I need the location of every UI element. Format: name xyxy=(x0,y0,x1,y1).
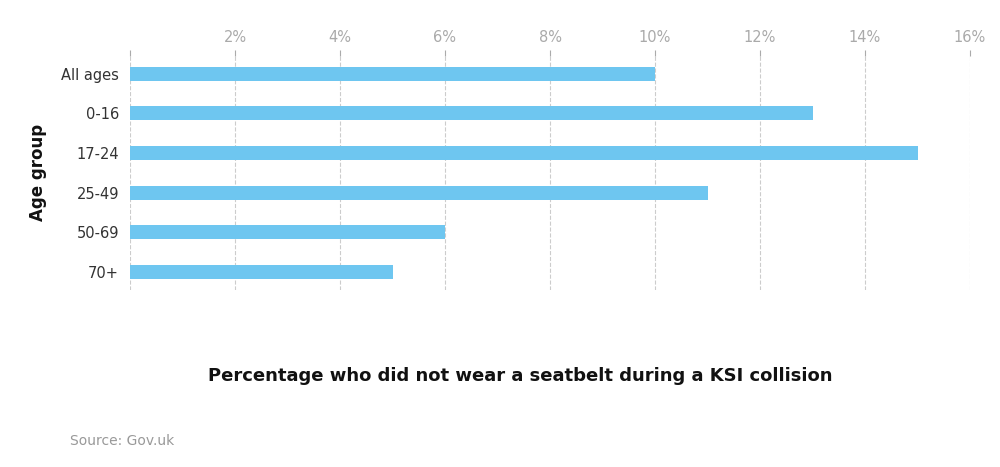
Bar xyxy=(130,67,655,80)
Bar xyxy=(130,106,812,120)
Text: Percentage who did not wear a seatbelt during a KSI collision: Percentage who did not wear a seatbelt d… xyxy=(208,367,832,385)
Bar xyxy=(130,186,708,199)
Y-axis label: Age group: Age group xyxy=(29,124,47,221)
Text: Source: Gov.uk: Source: Gov.uk xyxy=(70,434,174,448)
Bar xyxy=(130,146,918,160)
Bar xyxy=(130,226,445,239)
Bar xyxy=(130,265,392,279)
